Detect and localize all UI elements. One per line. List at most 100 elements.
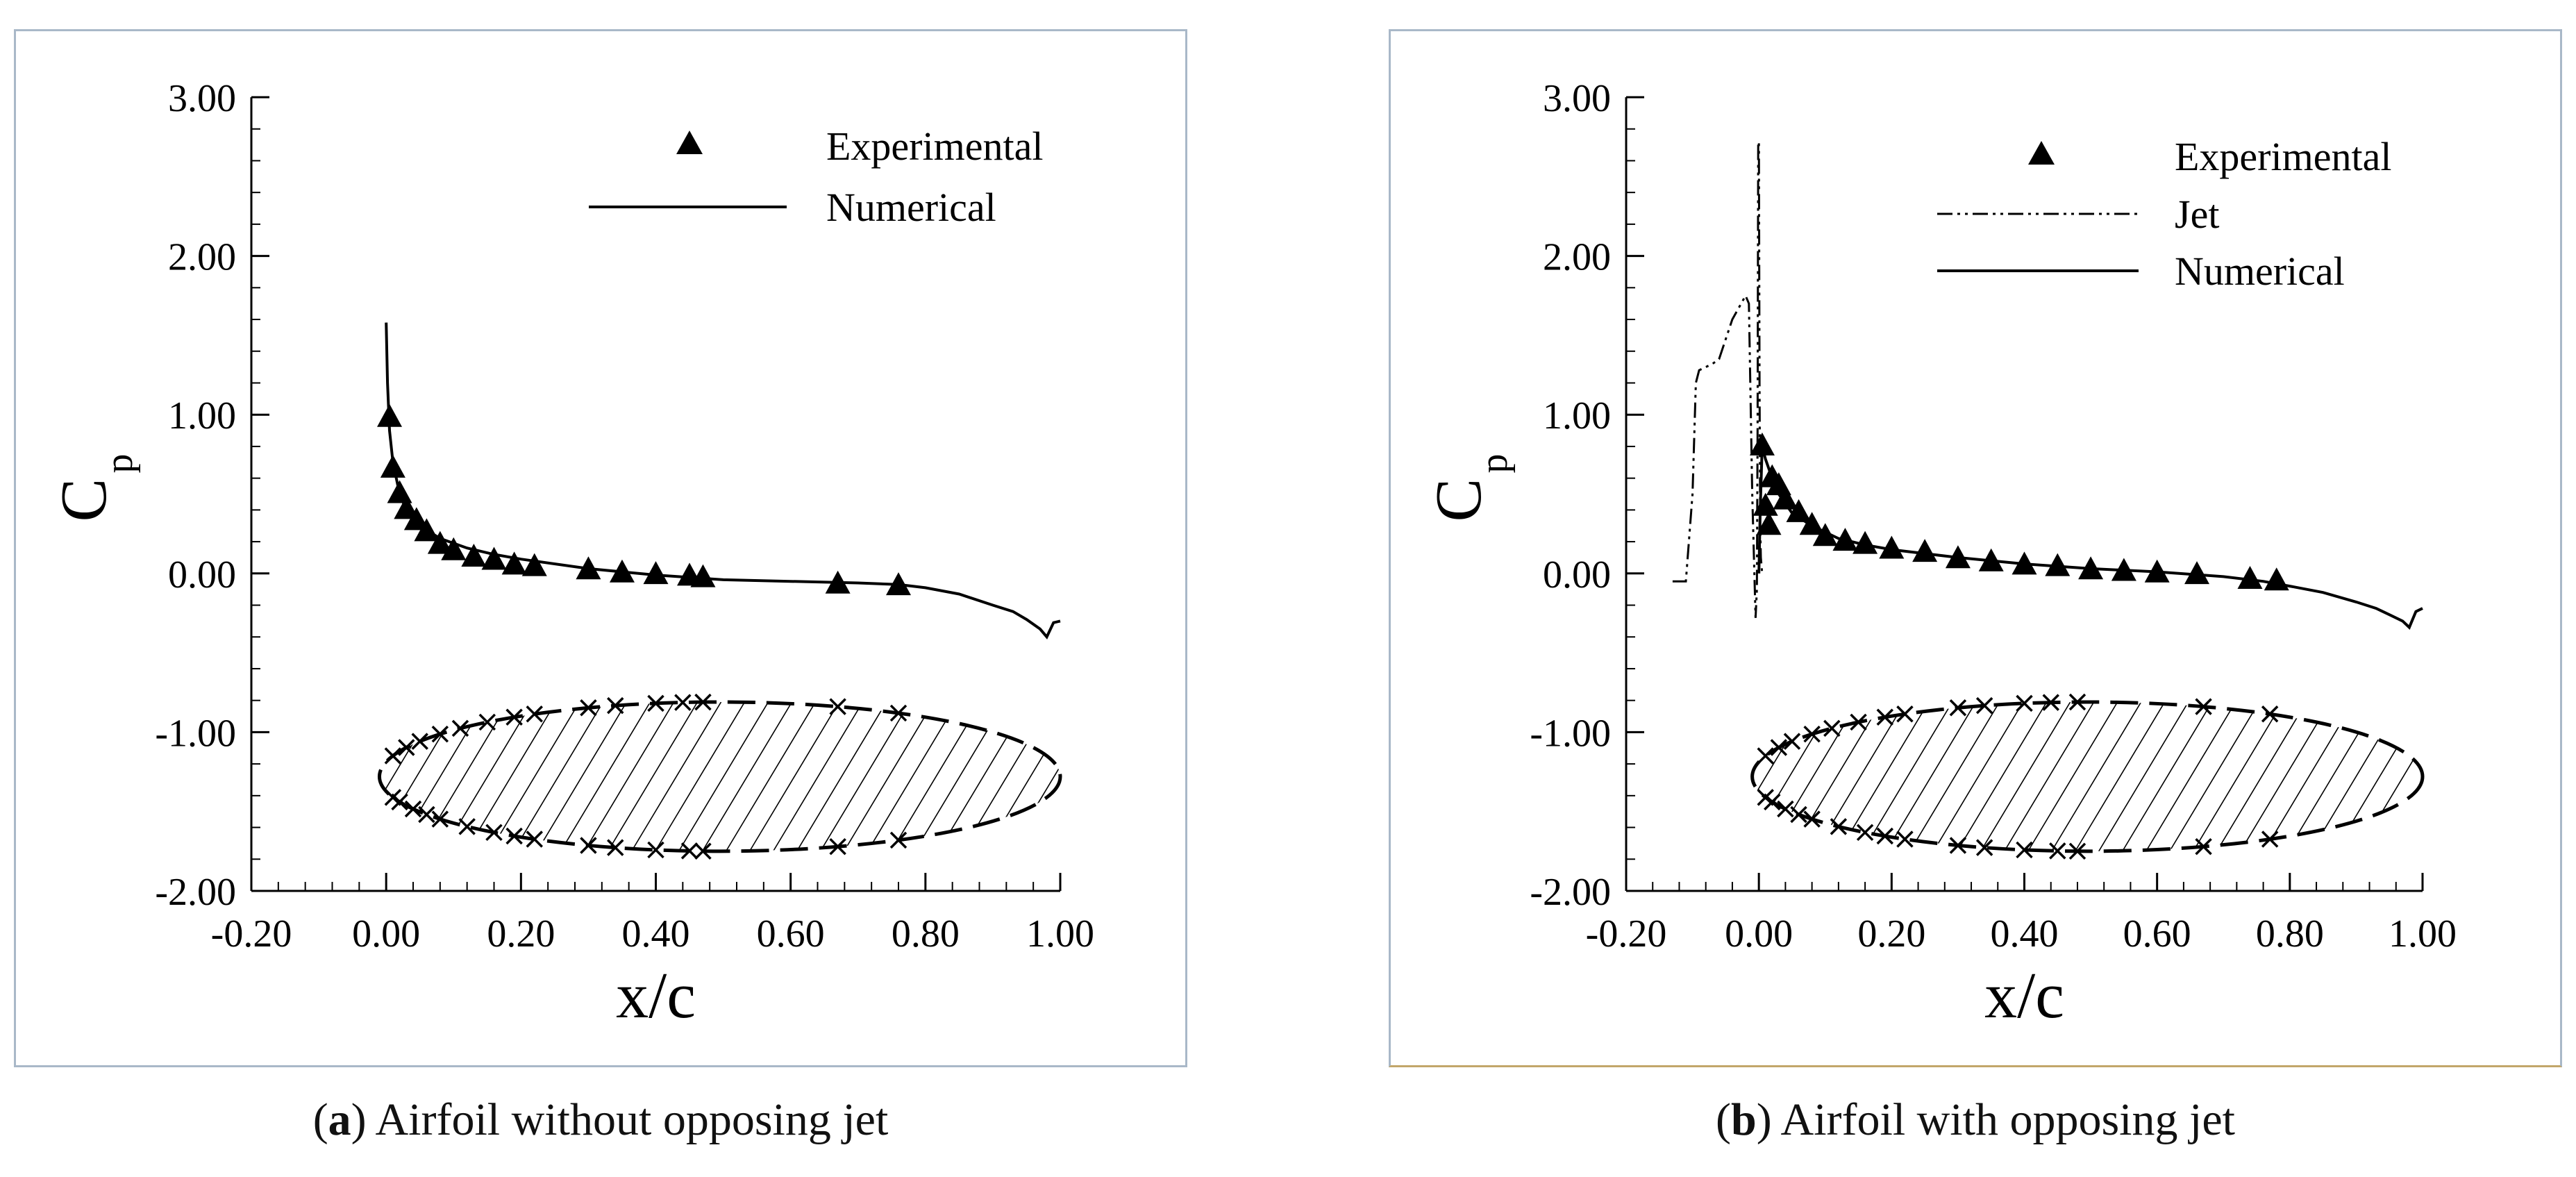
- chart2-sensor-lower-marker: [2261, 830, 2279, 848]
- chart1-hatch-line: [536, 701, 628, 851]
- chart1-y-tick-label: -1.00: [155, 712, 236, 755]
- chart1-legend-numerical-label: Numerical: [826, 185, 996, 230]
- chart2-legend-jet-label: Jet: [2175, 192, 2219, 237]
- chart1-hatch-line: [278, 702, 367, 851]
- chart2-experimental-point: [1812, 523, 1838, 546]
- caption-a-text: Airfoil without opposing jet: [375, 1094, 889, 1145]
- chart2-y-tick-label: -1.00: [1530, 712, 1611, 755]
- chart2-x-tick-label: 0.20: [1857, 912, 1925, 955]
- chart1-sensor-lower-marker: [391, 793, 408, 811]
- panel-a-frame: [14, 29, 1187, 1067]
- chart2-experimental-point: [2264, 567, 2289, 591]
- chart1-hatch-line: [961, 701, 1053, 851]
- chart1-hatch-line: [583, 701, 675, 851]
- chart1-hatch-line: [748, 701, 840, 851]
- chart1-airfoil-hatching: [231, 701, 1060, 851]
- chart1-experimental-point: [643, 561, 669, 585]
- chart2-sensor-upper-marker: [2068, 693, 2086, 711]
- chart2-sensor-lower-marker: [1764, 793, 1781, 811]
- chart1-sensor-lower-marker: [680, 842, 699, 860]
- chart2-airfoil-outline: [1750, 700, 2425, 853]
- chart2-legend-experimental-marker: [2028, 141, 2055, 165]
- chart2-hatch-line: [1957, 701, 2048, 851]
- chart1-hatch-line: [231, 702, 320, 851]
- chart1-x-tick-label: 0.00: [352, 912, 420, 955]
- chart2-experimental-point: [1879, 535, 1905, 559]
- chart1-hatch-line: [465, 701, 557, 851]
- chart2-hatch-line: [1752, 701, 1764, 851]
- chart2-experimental-point: [1749, 432, 1775, 456]
- chart2-hatch-line: [2500, 702, 2576, 851]
- chart2-hatch-line: [2264, 701, 2355, 851]
- chart2-legend-experimental-label: Experimental: [2175, 134, 2391, 179]
- chart1-sensor-upper-marker: [674, 694, 692, 711]
- chart1-experimental-point: [501, 551, 527, 575]
- chart1-hatch-line: [379, 701, 392, 851]
- chart2-hatch-line: [2169, 701, 2260, 851]
- chart2-numerical-line: [1757, 446, 2423, 630]
- chart1-legend-experimental-marker: [676, 131, 703, 154]
- chart1-sensor-upper-marker: [889, 704, 908, 722]
- chart2-hatch-line: [1933, 701, 2024, 851]
- chart2-hatch-line: [2548, 702, 2576, 851]
- chart2-x-tick-label: 0.60: [2123, 912, 2191, 955]
- chart1-sensor-upper-marker: [829, 698, 846, 715]
- chart2-hatch-line: [1752, 701, 1835, 851]
- chart1-sensor-upper-marker: [647, 694, 664, 712]
- chart2-y-axis-label: C: [1423, 478, 1495, 522]
- chart2-sensor-lower-marker: [1790, 805, 1807, 824]
- chart2-hatch-line: [2524, 702, 2576, 851]
- chart2-hatch-line: [1650, 702, 1740, 851]
- chart1-experimental-point: [481, 546, 507, 570]
- chart2-sensor-lower-marker: [1830, 818, 1848, 835]
- caption-b-letter: b: [1730, 1094, 1757, 1145]
- chart2-hatch-line: [2571, 702, 2576, 851]
- chart1-x-tick-label: 1.00: [1026, 912, 1094, 955]
- chart2-hatch-line: [2453, 702, 2543, 851]
- chart2-sensor-lower-marker: [1949, 837, 1967, 854]
- chart1-sensor-lower-marker: [647, 841, 664, 859]
- chart1-sensor-upper-marker: [431, 725, 449, 743]
- chart1-hatch-line: [678, 701, 769, 851]
- chart2-experimental-point: [2045, 553, 2071, 576]
- chart2-y-tick-label: 3.00: [1543, 77, 1611, 120]
- chart1-hatch-line: [843, 701, 935, 851]
- chart1-sensor-lower-marker: [505, 827, 523, 845]
- chart1-hatch-line: [1008, 701, 1060, 851]
- chart1-x-tick-label: 0.60: [757, 912, 825, 955]
- chart2-sensor-upper-marker: [1770, 739, 1788, 756]
- chart1-y-axis-label-subscript: p: [98, 454, 141, 474]
- chart2-y-tick-label: 1.00: [1543, 394, 1611, 437]
- chart2-y-axis-label-subscript: p: [1473, 454, 1516, 474]
- chart1-sensor-lower-marker: [889, 831, 908, 849]
- chart2-airfoil-hatching: [1603, 701, 2576, 851]
- chart1-experimental-point: [427, 531, 453, 554]
- chart-panel-b: 3.00 2.00 1.00 0.00 -1.00 -2.00-0.20 0.00 0.20 0…: [1423, 77, 2576, 1032]
- chart2-hatch-line: [2334, 701, 2423, 851]
- chart1-experimental-point: [461, 543, 487, 567]
- chart2-hatch-line: [2216, 701, 2307, 851]
- chart2-sensor-upper-marker: [1876, 708, 1894, 726]
- chart1-sensor-lower-marker: [458, 818, 476, 835]
- chart2-sensor-upper-marker: [1975, 696, 1993, 715]
- chart2-y-tick-label: 0.00: [1543, 553, 1611, 596]
- chart2-sensor-lower-marker: [1803, 810, 1821, 828]
- chart2-hatch-line: [2098, 701, 2189, 851]
- chart2-hatch-line: [1862, 701, 1953, 851]
- chart1-sensor-lower-marker: [418, 805, 435, 824]
- chart1-hatch-line: [654, 701, 746, 851]
- chart2-sensor-upper-marker: [1896, 706, 1914, 723]
- chart2-x-axis-label: x/c: [1984, 960, 2064, 1032]
- chart2-sensor-upper-marker: [1850, 713, 1867, 731]
- chart1-hatch-line: [867, 701, 958, 851]
- chart2-experimental-point: [2184, 561, 2210, 585]
- chart2-sensor-upper-marker: [2042, 694, 2059, 711]
- chart2-hatch-line: [1627, 702, 1716, 851]
- chart2-hatch-line: [2240, 701, 2331, 851]
- chart1-experimental-point: [403, 507, 429, 531]
- chart1-sensor-upper-marker: [607, 696, 624, 715]
- chart2-hatch-line: [2405, 701, 2423, 851]
- chart2-x-tick-label: 0.80: [2256, 912, 2324, 955]
- chart2-sensor-upper-marker: [1783, 733, 1801, 750]
- chart2-hatch-line: [1603, 702, 1693, 851]
